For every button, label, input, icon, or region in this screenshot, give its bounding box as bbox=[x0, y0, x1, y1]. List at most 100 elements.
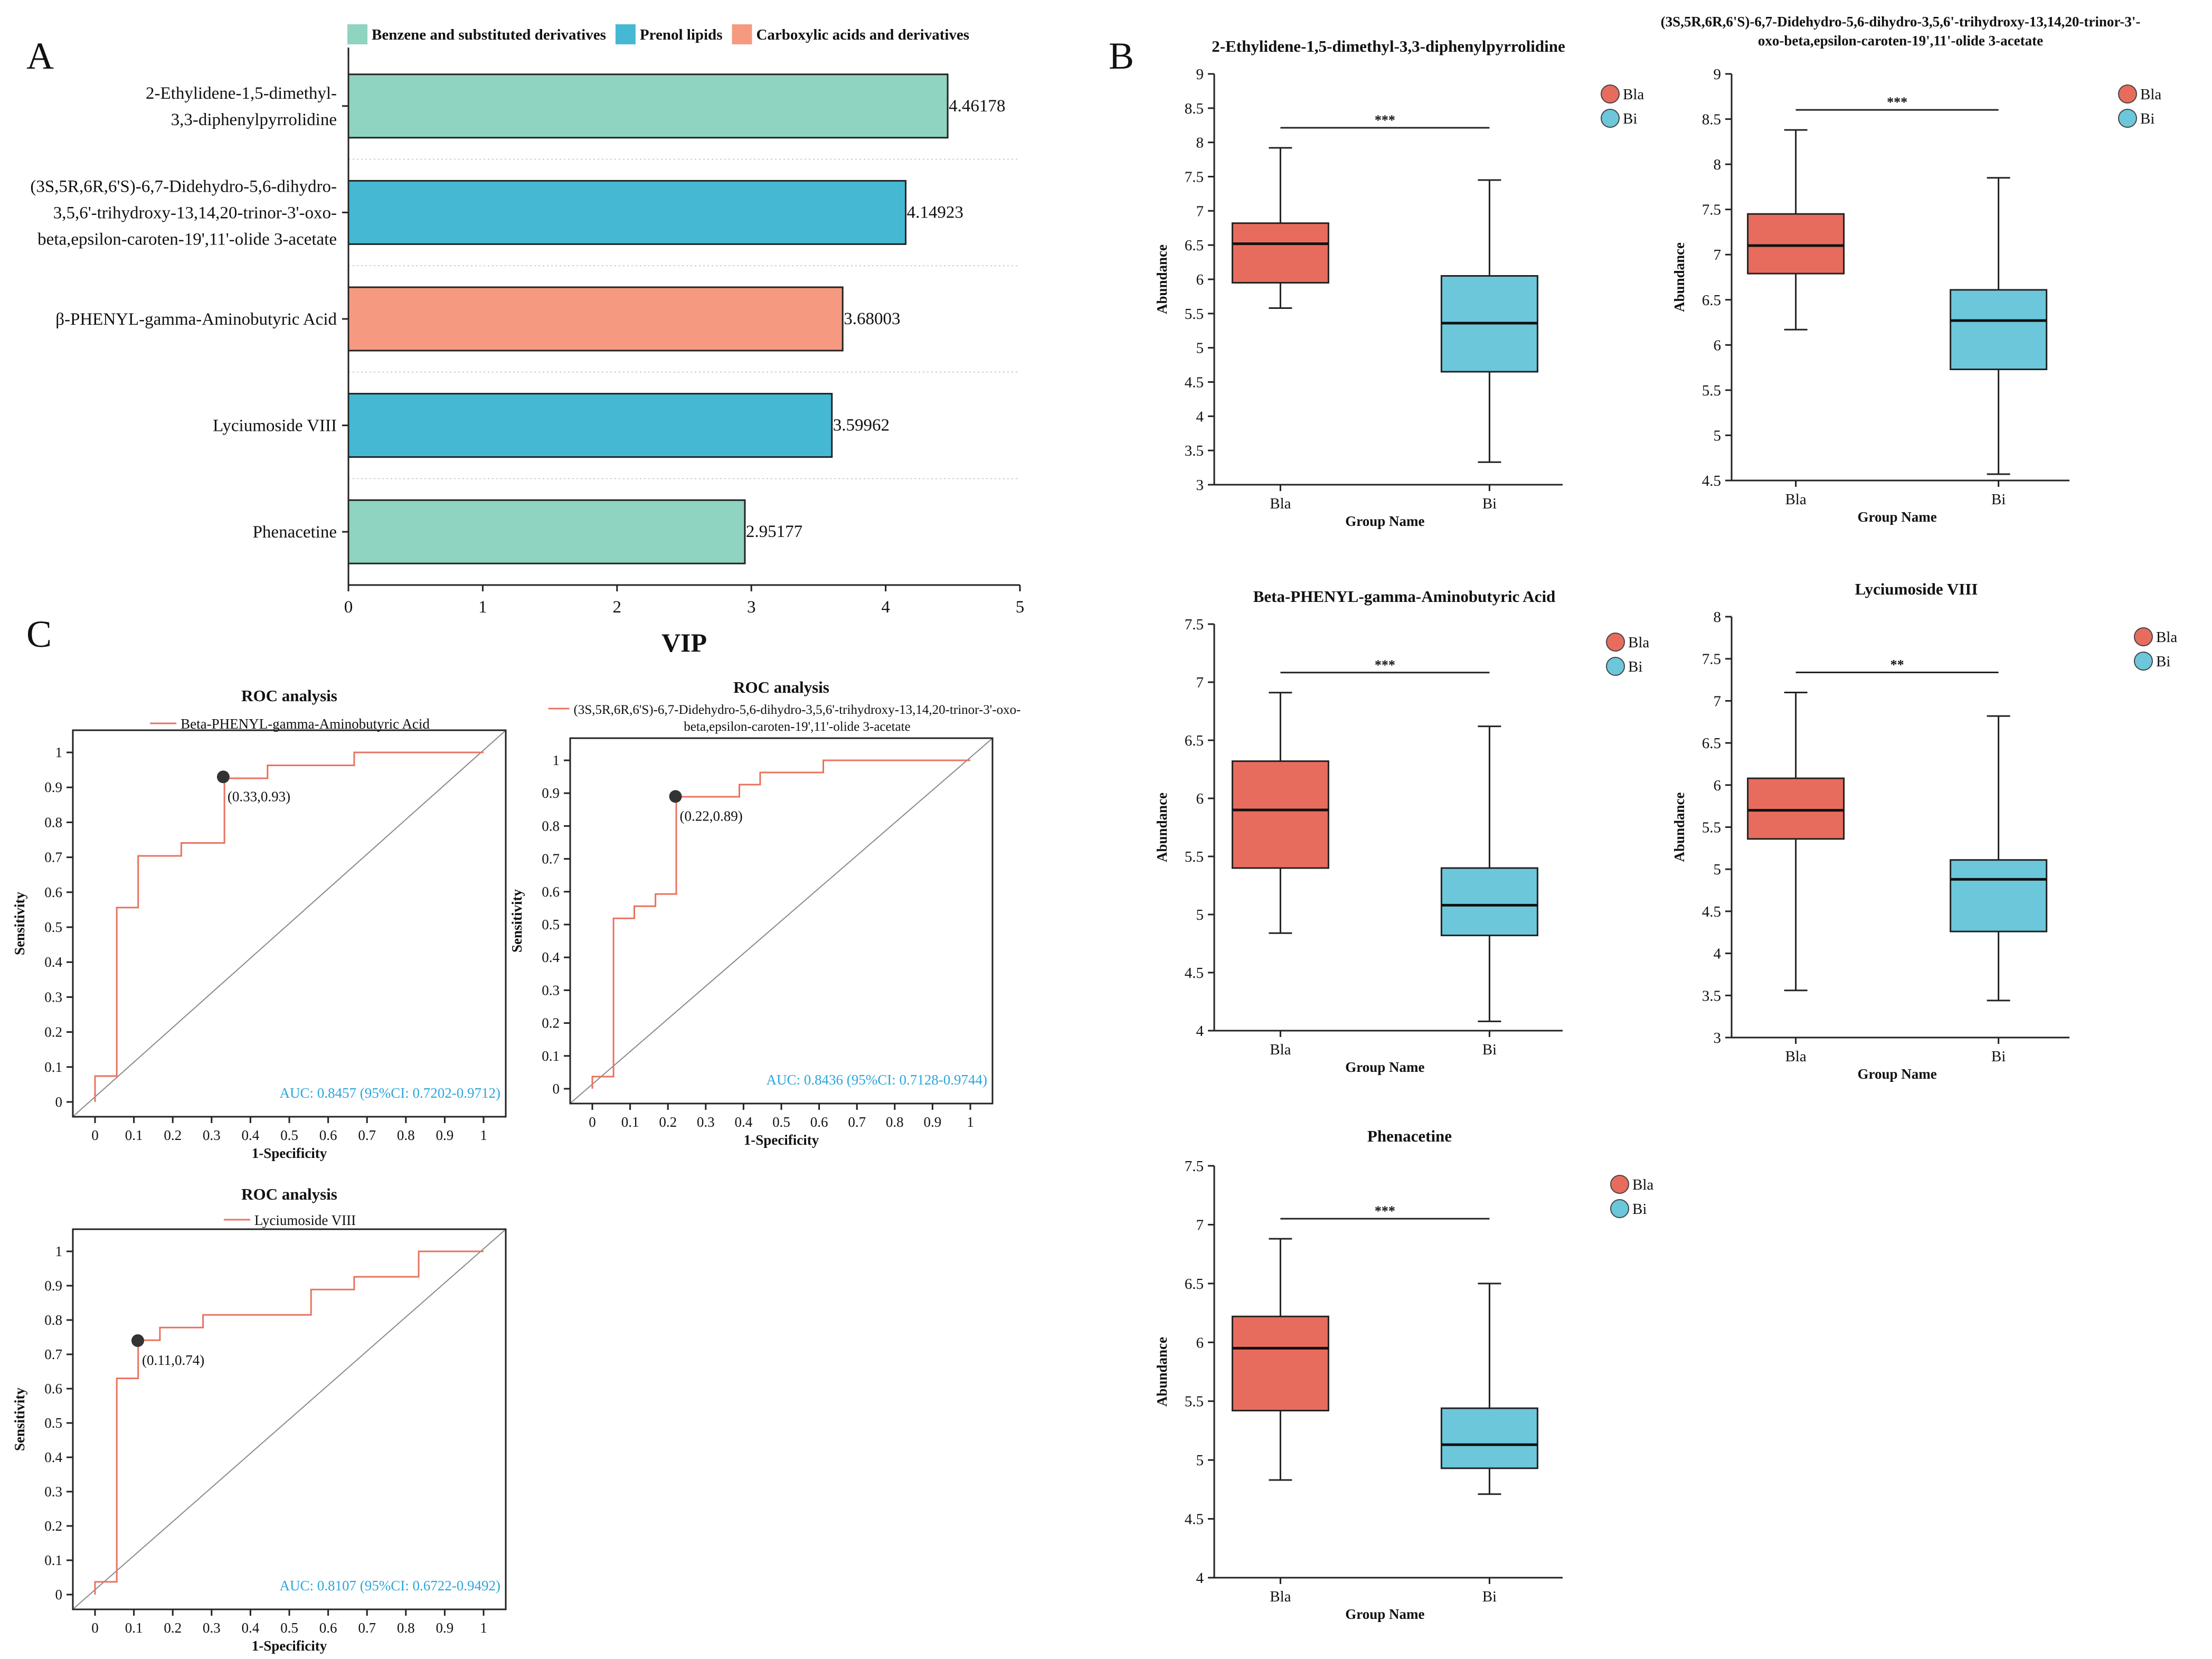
y-tick-label: 4.5 bbox=[1185, 374, 1204, 391]
roc-title: ROC analysis bbox=[733, 678, 829, 696]
y-tick-label: 0.5 bbox=[44, 1415, 62, 1431]
y-tick-label: 0.3 bbox=[44, 1484, 62, 1500]
roc-plot-3: ROC analysis Lyciumoside VIII 0 0 0.1 0.1 0.2 0… bbox=[12, 1185, 507, 1654]
legend-label: Bla bbox=[1632, 1176, 1653, 1193]
y-tick-label: 6.5 bbox=[1185, 1276, 1204, 1293]
y-tick-label: 5 bbox=[1714, 427, 1722, 444]
y-tick-label: 5.5 bbox=[1702, 819, 1721, 836]
best-cutoff-label: (0.33,0.93) bbox=[228, 788, 290, 804]
legend-marker bbox=[1606, 657, 1625, 676]
y-tick-label: 7 bbox=[1196, 1217, 1204, 1233]
y-tick-label: 4 bbox=[1196, 408, 1204, 425]
y-tick-label: 0.8 bbox=[44, 1312, 62, 1328]
y-tick-label: 5.5 bbox=[1185, 849, 1204, 865]
y-tick-label: 5.5 bbox=[1702, 382, 1721, 399]
x-tick-label: 0.2 bbox=[164, 1620, 182, 1636]
y-tick-label: 3.5 bbox=[1702, 987, 1721, 1004]
legend-label: Bla bbox=[2156, 629, 2177, 646]
y-tick-label: 0.4 bbox=[44, 954, 62, 970]
best-cutoff-point bbox=[131, 1334, 144, 1347]
y-tick-label: 0.6 bbox=[542, 884, 560, 900]
panel-letter-a: A bbox=[26, 35, 54, 77]
x-tick-label: 0.2 bbox=[659, 1114, 677, 1130]
y-tick-label: 6.5 bbox=[1702, 735, 1721, 752]
y-tick-label: 0.9 bbox=[44, 1278, 62, 1294]
box-plot-title: Phenacetine bbox=[1367, 1127, 1452, 1145]
x-tick-label: 0.1 bbox=[125, 1620, 143, 1636]
x-tick-label: 0.6 bbox=[810, 1114, 828, 1130]
y-tick-label: 0.4 bbox=[542, 949, 560, 965]
x-tick-label: 0 bbox=[91, 1620, 99, 1636]
y-tick-label: 6 bbox=[1714, 777, 1722, 794]
legend-label: Bi bbox=[2140, 110, 2154, 127]
roc-legend-label: Lyciumoside VIII bbox=[254, 1212, 356, 1228]
auc-label: AUC: 0.8457 (95%CI: 0.7202-0.9712) bbox=[280, 1085, 500, 1101]
best-cutoff-label: (0.11,0.74) bbox=[142, 1352, 204, 1368]
x-tick-label: 0.3 bbox=[697, 1114, 715, 1130]
panel-letter-c: C bbox=[26, 613, 52, 655]
y-tick-label: 9 bbox=[1714, 66, 1722, 83]
y-tick-label: 0.4 bbox=[44, 1449, 62, 1465]
x-axis-title: 1-Specificity bbox=[252, 1638, 327, 1654]
bar-value-label: 4.46178 bbox=[949, 97, 1005, 116]
y-tick-label: 5.5 bbox=[1185, 306, 1204, 323]
bar-category-label: 3,5,6'-trihydroxy-13,14,20-trinor-3'-oxo… bbox=[53, 203, 337, 222]
legend-label: Bla bbox=[2140, 86, 2161, 103]
y-axis-title: Abundance bbox=[1671, 242, 1687, 312]
roc-title: ROC analysis bbox=[241, 686, 337, 705]
x-tick-label: 0 bbox=[91, 1127, 99, 1143]
x-tick-label: Bi bbox=[1991, 1048, 2006, 1065]
reference-diagonal bbox=[73, 731, 505, 1116]
y-tick-label: 0.5 bbox=[542, 917, 560, 932]
y-tick-label: 7.5 bbox=[1185, 169, 1204, 186]
y-tick-label: 6 bbox=[1196, 271, 1204, 288]
bar-category-label: β-PHENYL-gamma-Aminobutyric Acid bbox=[55, 310, 337, 329]
vip-bar bbox=[347, 73, 949, 139]
y-axis-title: Sensitivity bbox=[12, 891, 27, 955]
iqr-box bbox=[1950, 859, 2048, 932]
box-plot-2: (3S,5R,6R,6'S)-6,7-Didehydro-5,6-dihydro… bbox=[1661, 14, 2162, 525]
iqr-box bbox=[1747, 213, 1845, 275]
x-axis-title: Group Name bbox=[1857, 1066, 1936, 1082]
bar-category-label: beta,epsilon-caroten-19',11'-olide 3-ace… bbox=[37, 230, 337, 249]
y-tick-label: 8.5 bbox=[1185, 100, 1204, 117]
x-tick-label: 0.3 bbox=[203, 1127, 221, 1143]
y-tick-label: 6 bbox=[1196, 790, 1204, 807]
legend-swatch bbox=[732, 24, 752, 44]
x-tick-label: Bla bbox=[1270, 1041, 1291, 1058]
x-tick-label: 0.4 bbox=[735, 1114, 753, 1130]
legend-label: Bla bbox=[1623, 86, 1644, 103]
y-axis-title: Abundance bbox=[1671, 792, 1687, 862]
roc-title: ROC analysis bbox=[241, 1185, 337, 1203]
bar-category-label: 3,3-diphenylpyrrolidine bbox=[171, 110, 337, 129]
bar-category-label: Phenacetine bbox=[253, 523, 337, 542]
box-plot-title: 2-Ethylidene-1,5-dimethyl-3,3-diphenylpy… bbox=[1212, 37, 1565, 55]
roc-curve bbox=[94, 751, 484, 1102]
y-tick-label: 6.5 bbox=[1702, 292, 1721, 309]
legend-marker bbox=[2118, 109, 2137, 128]
bar-value-label: 4.14923 bbox=[907, 203, 963, 222]
legend-label: Bla bbox=[1628, 634, 1649, 651]
box-plot-title: Beta-PHENYL-gamma-Aminobutyric Acid bbox=[1253, 587, 1556, 606]
legend-label: Carboxylic acids and derivatives bbox=[756, 26, 969, 43]
y-tick-label: 1 bbox=[55, 1243, 63, 1259]
roc-legend-label: beta,epsilon-caroten-19',11'-olide 3-ace… bbox=[684, 720, 910, 734]
y-tick-label: 4 bbox=[1196, 1023, 1204, 1040]
x-tick-label: 3 bbox=[747, 598, 756, 617]
iqr-box bbox=[1747, 777, 1845, 840]
y-tick-label: 0.6 bbox=[44, 1381, 62, 1397]
y-tick-label: 0 bbox=[55, 1094, 63, 1110]
legend-label: Bi bbox=[1623, 110, 1637, 127]
x-tick-label: Bla bbox=[1270, 1588, 1291, 1605]
legend-marker bbox=[1610, 1199, 1629, 1218]
y-tick-label: 3.5 bbox=[1185, 442, 1204, 459]
x-tick-label: 1 bbox=[967, 1114, 974, 1130]
legend-marker bbox=[1601, 84, 1620, 103]
y-tick-label: 7.5 bbox=[1185, 616, 1204, 633]
reference-diagonal bbox=[571, 739, 992, 1103]
x-tick-label: 5 bbox=[1016, 598, 1025, 617]
legend-label: Bi bbox=[1632, 1201, 1647, 1218]
x-tick-label: 0.6 bbox=[319, 1620, 337, 1636]
legend-label: Bi bbox=[1628, 658, 1642, 675]
significance-label: ** bbox=[1890, 657, 1904, 672]
